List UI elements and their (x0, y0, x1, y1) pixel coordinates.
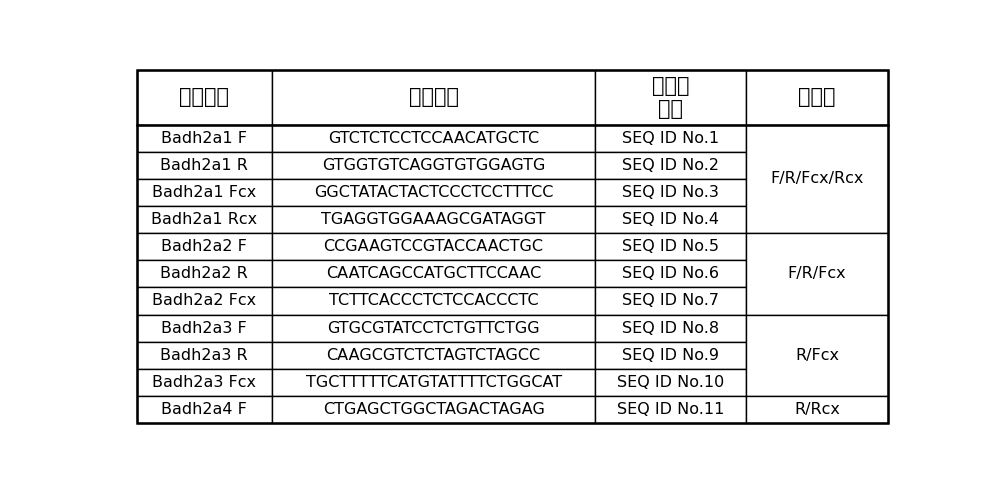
Bar (272, 179, 595, 206)
Bar (272, 260, 595, 287)
Bar (595, 342, 746, 369)
Text: SEQ ID No.10: SEQ ID No.10 (617, 375, 724, 390)
Bar (746, 233, 888, 314)
Text: SEQ ID No.2: SEQ ID No.2 (622, 158, 719, 173)
Text: R/Rcx: R/Rcx (794, 402, 840, 417)
Text: SEQ ID No.4: SEQ ID No.4 (622, 212, 719, 227)
Bar (137, 369, 272, 396)
Text: F/R/Fcx: F/R/Fcx (788, 266, 846, 281)
Text: SEQ ID No.5: SEQ ID No.5 (622, 239, 719, 254)
Text: Badh2a3 Fcx: Badh2a3 Fcx (152, 375, 256, 390)
Bar (272, 342, 595, 369)
Text: TGCTTTTTCATGTATTTTCTGGCAT: TGCTTTTTCATGTATTTTCTGGCAT (306, 375, 562, 390)
Text: SEQ ID No.6: SEQ ID No.6 (622, 266, 719, 281)
Bar (137, 70, 272, 124)
Text: SEQ ID No.1: SEQ ID No.1 (622, 131, 719, 145)
Bar (137, 233, 272, 260)
Text: 靶基因: 靶基因 (798, 87, 836, 107)
Text: Badh2a3 F: Badh2a3 F (161, 321, 247, 336)
Text: GTCTCTCCTCCAACATGCTC: GTCTCTCCTCCAACATGCTC (328, 131, 539, 145)
Text: SEQ ID No.11: SEQ ID No.11 (617, 402, 724, 417)
Text: R/Fcx: R/Fcx (795, 348, 839, 363)
Text: TCTTCACCCTCTCCACCCTC: TCTTCACCCTCTCCACCCTC (329, 293, 538, 308)
Text: GTGCGTATCCTCTGTTCTGG: GTGCGTATCCTCTGTTCTGG (327, 321, 540, 336)
Bar (595, 287, 746, 314)
Bar (137, 179, 272, 206)
Text: Badh2a1 Rcx: Badh2a1 Rcx (151, 212, 257, 227)
Bar (137, 342, 272, 369)
Bar (595, 369, 746, 396)
Text: CTGAGCTGGCTAGACTAGAG: CTGAGCTGGCTAGACTAGAG (323, 402, 545, 417)
Text: CAAGCGTCTCTAGTCTAGCC: CAAGCGTCTCTAGTCTAGCC (327, 348, 541, 363)
Text: CCGAAGTCCGTACCAACTGC: CCGAAGTCCGTACCAACTGC (324, 239, 544, 254)
Bar (595, 396, 746, 423)
Text: Badh2a3 R: Badh2a3 R (160, 348, 248, 363)
Text: Badh2a2 R: Badh2a2 R (160, 266, 248, 281)
Bar (272, 314, 595, 342)
Bar (272, 396, 595, 423)
Text: TGAGGTGGAAAGCGATAGGT: TGAGGTGGAAAGCGATAGGT (321, 212, 546, 227)
Bar (595, 233, 746, 260)
Bar (746, 314, 888, 396)
Bar (595, 206, 746, 233)
Text: SEQ ID No.8: SEQ ID No.8 (622, 321, 719, 336)
Text: GTGGTGTCAGGTGTGGAGTG: GTGGTGTCAGGTGTGGAGTG (322, 158, 545, 173)
Bar (272, 233, 595, 260)
Bar (272, 152, 595, 179)
Bar (137, 287, 272, 314)
Text: Badh2a1 F: Badh2a1 F (161, 131, 247, 145)
Bar (272, 70, 595, 124)
Bar (137, 152, 272, 179)
Bar (595, 179, 746, 206)
Bar (272, 287, 595, 314)
Bar (746, 70, 888, 124)
Text: SEQ ID No.9: SEQ ID No.9 (622, 348, 719, 363)
Bar (746, 396, 888, 423)
Text: F/R/Fcx/Rcx: F/R/Fcx/Rcx (770, 171, 864, 186)
Text: 序列表
序号: 序列表 序号 (652, 76, 689, 119)
Bar (137, 396, 272, 423)
Bar (272, 206, 595, 233)
Text: 引物名称: 引物名称 (179, 87, 229, 107)
Bar (137, 206, 272, 233)
Bar (595, 260, 746, 287)
Bar (272, 124, 595, 152)
Text: SEQ ID No.3: SEQ ID No.3 (622, 185, 719, 200)
Text: Badh2a1 R: Badh2a1 R (160, 158, 248, 173)
Text: Badh2a2 F: Badh2a2 F (161, 239, 247, 254)
Text: Badh2a4 F: Badh2a4 F (161, 402, 247, 417)
Text: 引物序列: 引物序列 (409, 87, 459, 107)
Bar (137, 260, 272, 287)
Bar (595, 152, 746, 179)
Text: SEQ ID No.7: SEQ ID No.7 (622, 293, 719, 308)
Bar (595, 70, 746, 124)
Text: CAATCAGCCATGCTTCCAAC: CAATCAGCCATGCTTCCAAC (326, 266, 541, 281)
Text: GGCTATACTACTCCCTCCTTTCC: GGCTATACTACTCCCTCCTTTCC (314, 185, 553, 200)
Bar (746, 124, 888, 233)
Bar (595, 314, 746, 342)
Text: Badh2a2 Fcx: Badh2a2 Fcx (152, 293, 256, 308)
Bar (595, 124, 746, 152)
Bar (272, 369, 595, 396)
Text: Badh2a1 Fcx: Badh2a1 Fcx (152, 185, 256, 200)
Bar (137, 314, 272, 342)
Bar (137, 124, 272, 152)
